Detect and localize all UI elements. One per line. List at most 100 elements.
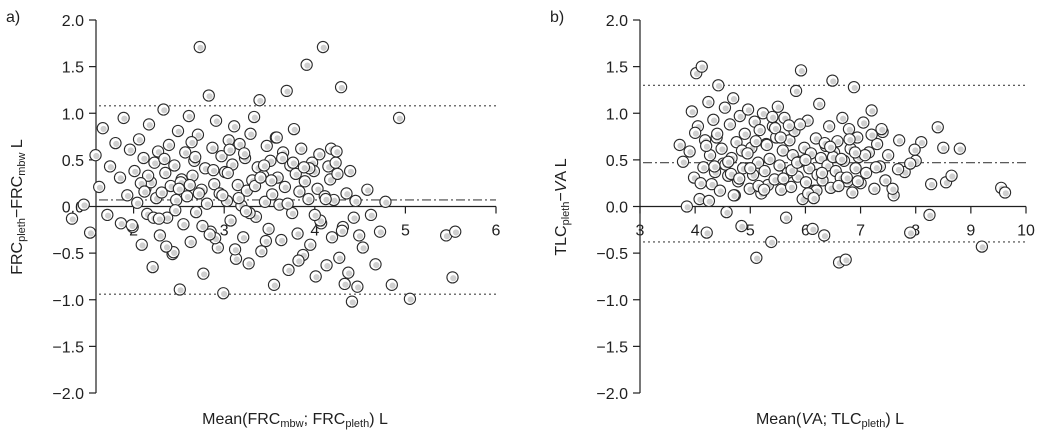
data-point — [340, 187, 353, 200]
data-point — [180, 190, 194, 203]
data-point — [162, 138, 176, 152]
data-point — [807, 191, 820, 205]
data-point — [237, 231, 250, 244]
data-point — [206, 141, 219, 154]
data-point — [282, 263, 295, 277]
data-point — [313, 148, 326, 161]
data-point — [813, 97, 826, 111]
data-point — [373, 225, 387, 238]
data-point — [865, 104, 878, 117]
data-point — [123, 143, 137, 156]
panel-b-x-ticks: 345678910 — [636, 206, 1035, 240]
data-point — [779, 211, 793, 224]
data-point — [353, 229, 366, 242]
data-point — [870, 137, 884, 151]
data-point — [148, 156, 161, 169]
data-point — [768, 173, 781, 186]
data-point — [705, 177, 718, 191]
data-point — [208, 177, 221, 191]
y-tick-label: −0.5 — [596, 246, 628, 263]
data-point — [446, 271, 459, 284]
data-point — [749, 135, 762, 148]
data-point — [192, 187, 205, 200]
data-point — [260, 139, 273, 153]
data-point — [818, 229, 831, 242]
data-point — [221, 166, 234, 180]
data-point — [232, 191, 245, 205]
data-point — [713, 184, 727, 197]
data-point — [270, 131, 283, 144]
data-point — [923, 208, 936, 222]
data-point — [815, 166, 829, 180]
data-point — [295, 142, 308, 155]
data-point — [289, 167, 302, 181]
data-point — [998, 186, 1012, 199]
y-tick-label: 2.0 — [62, 13, 84, 30]
data-point — [908, 143, 921, 156]
data-point — [868, 182, 881, 195]
panel-a-y-ticks: −2.0−1.5−1.0−0.50.00.51.01.52.0 — [52, 13, 96, 403]
data-point — [694, 177, 707, 190]
data-point — [335, 224, 349, 237]
data-point — [832, 179, 845, 193]
y-tick-label: 1.0 — [62, 106, 84, 123]
panel-a: a) −2.0−1.5−1.0−0.50.00.51.01.52.0 23456… — [6, 9, 501, 430]
data-point — [308, 208, 321, 222]
panel-b-points — [673, 60, 1012, 269]
y-tick-label: 0.0 — [606, 200, 628, 217]
data-point — [259, 234, 273, 248]
data-point — [697, 161, 710, 174]
data-point — [121, 189, 134, 202]
data-point — [799, 176, 813, 189]
data-point — [846, 186, 859, 199]
data-point — [758, 164, 771, 178]
x-tick-label: 3 — [636, 223, 645, 240]
y-tick-label: −1.5 — [52, 339, 84, 356]
data-point — [702, 194, 716, 208]
data-point — [865, 128, 878, 141]
data-point — [229, 252, 243, 265]
data-point — [334, 80, 348, 94]
data-point — [858, 149, 872, 162]
data-point — [847, 80, 861, 94]
data-point — [311, 182, 324, 195]
data-point — [267, 278, 281, 291]
data-point — [836, 111, 849, 125]
data-point — [297, 161, 311, 174]
data-point — [171, 124, 185, 138]
data-point — [869, 161, 883, 174]
data-point — [345, 295, 359, 308]
data-point — [842, 122, 856, 136]
data-point — [257, 159, 271, 172]
data-point — [189, 205, 203, 219]
data-point — [223, 143, 236, 156]
data-point — [356, 241, 369, 254]
data-point — [904, 157, 917, 170]
data-point — [298, 175, 311, 188]
data-point — [891, 163, 905, 176]
data-point — [835, 152, 848, 166]
y-tick-label: 0.5 — [62, 153, 84, 170]
data-point — [727, 189, 740, 202]
data-point — [253, 94, 266, 107]
data-point — [975, 240, 989, 253]
data-point — [766, 110, 779, 124]
data-point — [760, 138, 773, 152]
x-tick-label: 9 — [966, 223, 975, 240]
data-point — [879, 174, 892, 187]
data-point — [173, 283, 186, 296]
data-point — [193, 40, 206, 54]
data-point — [281, 197, 294, 210]
data-point — [343, 164, 357, 178]
data-point — [231, 178, 244, 192]
data-point — [712, 79, 725, 92]
x-tick-label: 3 — [220, 223, 229, 240]
data-point — [265, 174, 278, 187]
y-tick-label: −0.5 — [52, 246, 84, 263]
data-point — [782, 119, 796, 132]
data-point — [839, 253, 852, 266]
data-point — [741, 147, 754, 160]
data-point — [96, 122, 109, 135]
data-point — [688, 126, 702, 139]
y-tick-label: −2.0 — [52, 386, 84, 403]
